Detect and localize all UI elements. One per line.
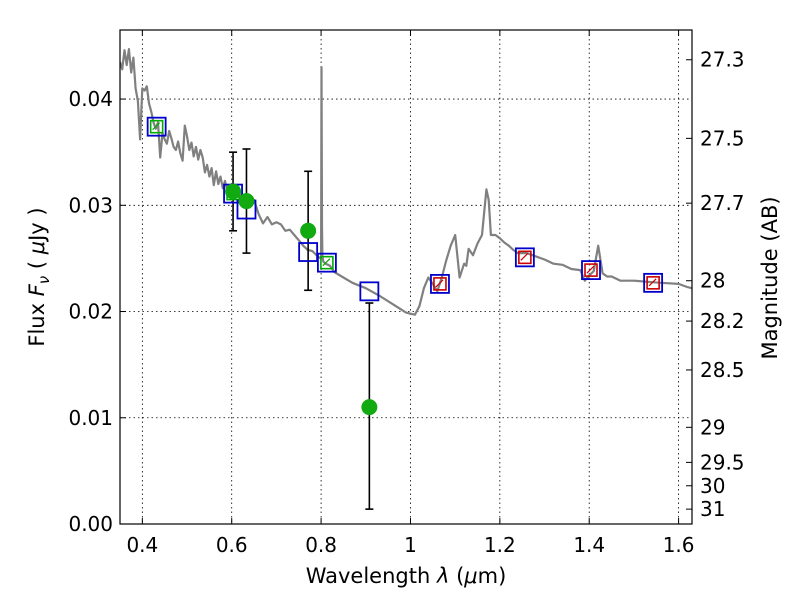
observed-marker [584,263,598,277]
model-band-marker [298,242,319,262]
x-axis: 0.4 0.6 0.8 1 1.2 1.4 1.6 [126,30,695,557]
x-tick-label: 1 [404,533,417,557]
observed-marker [646,276,660,290]
x-tick-label: 0.8 [305,533,337,557]
x-axis-title: Wavelength λ (μm) [306,564,507,588]
y-axis: 0.00 0.01 0.02 0.03 0.04 [68,87,126,536]
y-tick-label: 0.04 [68,87,113,111]
x-tick-label: 1.4 [573,533,605,557]
magnitude-tick-label: 28 [700,269,725,293]
observed-marker [518,250,532,265]
model-band-marker [359,281,380,302]
series-layer [120,47,692,510]
observed-marker-slash [586,265,595,274]
model-band-marker [430,274,450,294]
model-band-marker [514,247,535,268]
magnitude-tick-label: 27.7 [700,191,745,215]
photometry-point [238,193,255,210]
magnitude-tick-label: 28.2 [700,309,745,333]
y-axis-title: Flux Fν ( μJy ) [25,207,53,346]
magnitude-tick-label: 31 [700,497,725,521]
plot-frame [119,29,693,525]
model-band-marker [146,116,167,137]
magnitude-axis-title: Magnitude (AB) [758,196,782,359]
model-band-marker [581,260,601,280]
plot-area [120,47,692,510]
x-tick-label: 1.2 [484,533,516,557]
observed-marker-slash [648,278,657,287]
observed-marker-slash [152,122,161,131]
observed-marker [149,119,164,134]
y-tick-label: 0.01 [68,406,113,430]
model-spectrum-line [120,47,692,316]
x-tick-label: 1.6 [663,533,695,557]
magnitude-tick-label: 29 [700,415,725,439]
magnitude-tick-label: 29.5 [700,450,745,474]
magnitude-tick-label: 27.3 [700,48,745,72]
y-tick-label: 0.03 [68,193,113,217]
photometry-point [225,183,242,200]
observed-marker-slash [520,252,529,261]
model-band-marker [643,272,664,293]
x-tick-label: 0.6 [216,533,248,557]
y-tick-label: 0.00 [68,512,113,536]
observed-marker-slash [322,258,331,267]
magnitude-tick-label: 27.5 [700,126,745,150]
observed-marker [320,255,334,270]
observed-marker-slash [435,279,444,288]
photometry-point [361,399,378,416]
model-band-marker [317,252,337,273]
magnitude-tick-label: 30 [700,474,725,498]
y-tick-label: 0.02 [68,300,113,324]
photometry-point [300,222,317,239]
magnitude-tick-label: 28.5 [700,358,745,382]
x-tick-label: 0.4 [126,533,158,557]
observed-marker [433,277,447,291]
